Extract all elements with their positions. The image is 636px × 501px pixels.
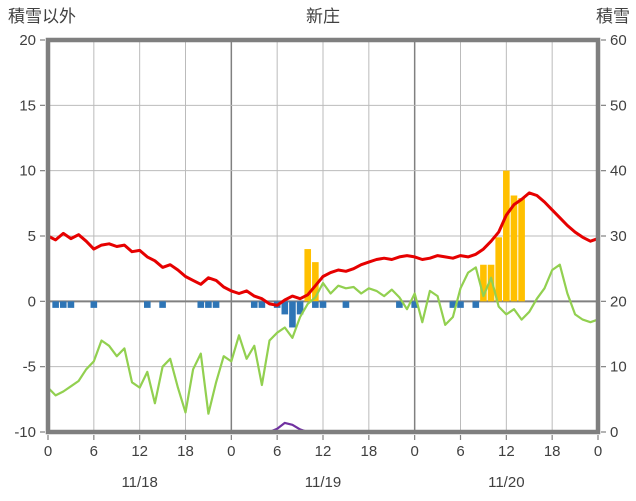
right-axis-title: 積雪 [596,7,630,26]
x-date-label: 11/20 [488,474,524,491]
x-tick-label: 6 [273,443,281,460]
left-tick-label: -5 [23,359,36,376]
plot-border [45,37,601,435]
left-tick-label: 15 [19,97,36,114]
right-tick-label: 0 [610,424,618,441]
right-tick-label: 50 [610,97,627,114]
x-tick-label: 12 [315,443,332,460]
right-tick-label: 20 [610,293,627,310]
x-tick-label: 6 [456,443,464,460]
left-axis-title: 積雪以外 [8,7,76,26]
left-tick-label: 10 [19,163,36,180]
green-line [46,263,600,415]
x-tick-label: 18 [360,443,377,460]
x-date-label: 11/19 [305,474,341,491]
right-tick-label: 10 [610,359,627,376]
axes: 0 6 12 18 0 6 12 18 0 6 12 18 0 11/18 11/19 11/20 20 15 10… [14,32,626,491]
blue-bars [52,301,480,328]
bar-series [52,170,525,328]
left-tick-label: 20 [19,32,36,49]
x-tick-label: 0 [594,443,602,460]
left-tick-label: 5 [28,228,36,245]
left-tick-label: 0 [28,293,36,310]
x-tick-label: 0 [410,443,418,460]
x-tick-label: 18 [544,443,561,460]
x-tick-label: 0 [227,443,235,460]
x-tick-label: 0 [44,443,52,460]
x-tick-label: 18 [177,443,194,460]
right-tick-label: 30 [610,228,627,245]
x-tick-label: 12 [498,443,515,460]
right-tick-label: 60 [610,32,627,49]
orange-bars [304,170,525,302]
red-line [46,191,600,307]
left-tick-label: -10 [14,424,36,441]
x-tick-label: 6 [90,443,98,460]
right-tick-label: 40 [610,163,627,180]
x-date-label: 11/18 [121,474,157,491]
x-tick-label: 12 [131,443,148,460]
chart-title: 新庄 [306,7,340,26]
